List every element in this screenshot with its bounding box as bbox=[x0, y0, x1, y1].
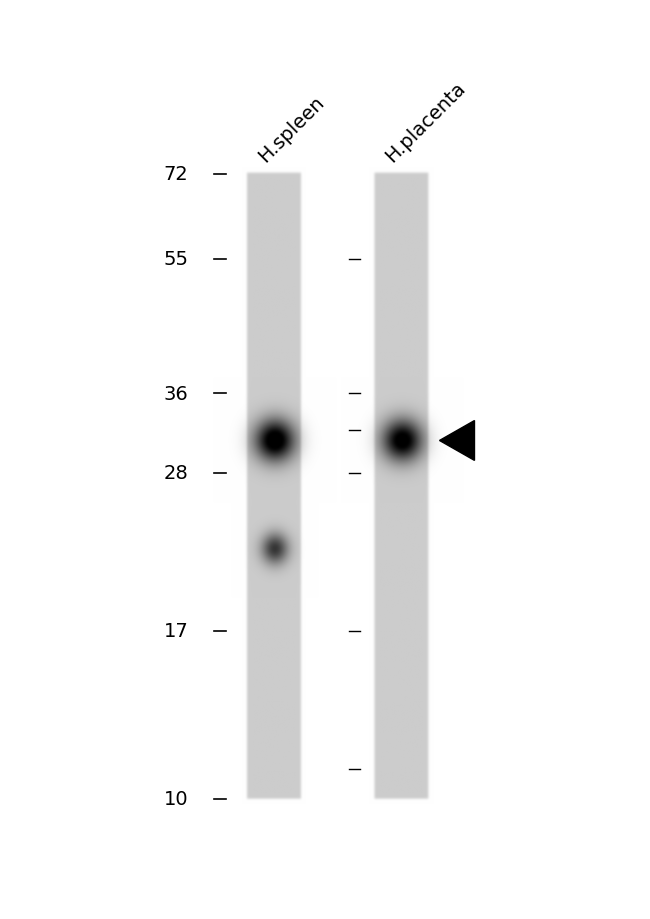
Polygon shape bbox=[439, 421, 474, 461]
Text: 36: 36 bbox=[164, 384, 188, 403]
Text: H.placenta: H.placenta bbox=[382, 78, 469, 165]
Text: 72: 72 bbox=[164, 165, 188, 184]
Text: 28: 28 bbox=[164, 464, 188, 482]
Text: 10: 10 bbox=[164, 789, 188, 809]
Text: 55: 55 bbox=[163, 250, 188, 269]
Text: H.spleen: H.spleen bbox=[254, 92, 328, 165]
Text: 17: 17 bbox=[164, 621, 188, 641]
